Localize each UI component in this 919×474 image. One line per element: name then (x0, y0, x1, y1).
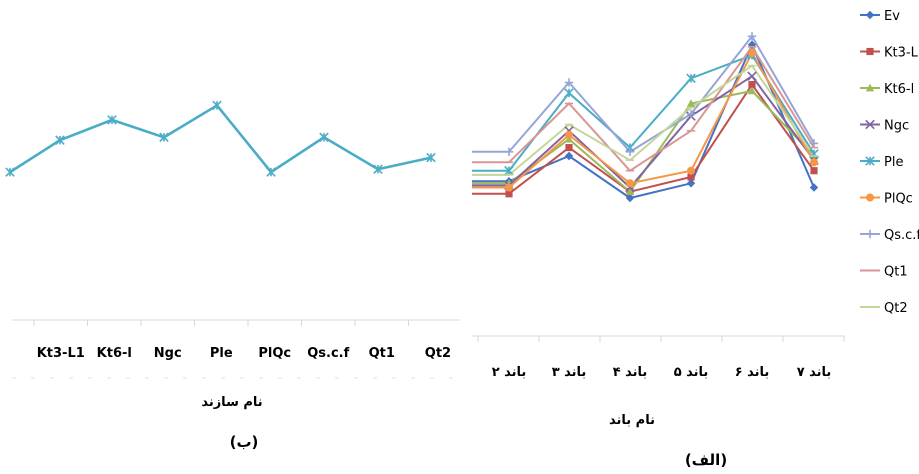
legend-entry: Ngc (884, 119, 909, 134)
chart-a-legend: Ev Kt3-L1 Kt6-l Ngc Ple PlQc Qs.c.f Qt1 Qt2 (860, 9, 919, 316)
legend-entry: Ple (884, 155, 903, 170)
chart-b-x-tick-label: Kt6-l (97, 346, 132, 361)
chart-b-data-point (319, 132, 329, 143)
chart-a-data-point (809, 139, 819, 148)
chart-a: باند ۲ باند ۳ باند ۴ باند ۵ باند ۶ باند ۷ نام… (472, 9, 919, 469)
chart-b-x-tick-label: PlQc (258, 346, 291, 361)
legend-marker (865, 10, 875, 20)
chart-a-data-point (504, 165, 514, 176)
legend-marker (865, 83, 875, 92)
chart-a-data-point (564, 151, 574, 161)
chart-b-series-line (9, 103, 432, 174)
chart-a-x-axis-title: نام باند (609, 413, 655, 428)
chart-a-data-point (625, 147, 635, 156)
chart-b-data-point (426, 152, 436, 163)
legend-entry: Qs.c.f (884, 228, 919, 243)
chart-b-x-tick-label: Ngc (154, 346, 182, 361)
chart-b-data-point (212, 100, 222, 111)
chart-a-data-point (565, 131, 573, 139)
chart-b-x-tick-label: Qs.c.f (307, 346, 349, 361)
chart-a-data-point (810, 158, 818, 167)
chart-a-data-point (748, 49, 756, 58)
chart-a-data-point (810, 167, 818, 175)
chart-b-data-point (107, 115, 117, 125)
chart-a-x-tick-label: باند ۳ (552, 365, 587, 380)
chart-a-data-point (686, 109, 696, 119)
panel-label-a: (الف) (685, 451, 727, 469)
chart-a-x-tick-label: باند ۲ (492, 365, 527, 380)
chart-a-data-point (686, 179, 696, 188)
chart-a-x-tick-label: باند ۴ (613, 365, 648, 380)
chart-b-x-tick-label: Qt1 (369, 346, 395, 361)
legend-entry: Ev (884, 9, 900, 24)
chart-a-data-point (505, 183, 513, 192)
chart-b-data-point (55, 135, 65, 145)
chart-a-data-point (625, 193, 635, 203)
chart-a-data-point (747, 71, 757, 81)
legend-entry: Qt1 (884, 265, 908, 280)
chart-a-x-tick-label: باند ۶ (735, 365, 770, 380)
legend-marker (865, 119, 875, 130)
chart-a-data-point (564, 78, 574, 87)
chart-b-x-axis-title: نام سازند (201, 395, 262, 410)
chart-a-data-point (809, 183, 819, 192)
legend-entry: Qt2 (884, 301, 908, 316)
legend-marker (866, 47, 874, 56)
chart-a-data-point (747, 32, 757, 41)
chart-a-data-point (504, 147, 514, 156)
chart-b-data-point (159, 132, 169, 143)
chart-a-data-point (625, 187, 635, 196)
legend-entry: Kt3-L1 (884, 46, 919, 61)
chart-a-data-point (505, 190, 513, 198)
chart-b-data-point (266, 167, 276, 177)
chart-a-data-point (626, 179, 634, 188)
chart-a-data-point (687, 166, 695, 175)
chart-b-x-tick-label: Qt2 (425, 346, 451, 361)
chart-a-data-point (686, 99, 696, 107)
chart-b-x-tick-label: Ple (210, 346, 233, 361)
chart-a-x-tick-label: باند ۵ (674, 365, 709, 380)
chart-b: Kt3-L1 Kt6-l Ngc Ple PlQc Qs.c.f Qt1 Qt2 نام سا… (5, 100, 460, 451)
chart-b-data-point (5, 167, 15, 177)
chart-a-series-line (472, 51, 815, 189)
legend-marker (866, 193, 874, 202)
chart-b-x-tick-label: Kt3-L1 (37, 346, 85, 361)
chart-b-data-point (373, 164, 383, 174)
chart-a-data-point (747, 86, 757, 95)
chart-a-data-point (748, 81, 756, 89)
chart-a-x-tick-label: باند ۷ (797, 365, 832, 380)
legend-entry: Kt6-l (884, 82, 914, 97)
chart-a-series-line (472, 64, 815, 176)
legend-entry: PlQc (884, 192, 913, 207)
chart-a-series-line (472, 34, 815, 154)
chart-a-data-point (564, 88, 574, 98)
chart-a-data-point (565, 144, 573, 152)
chart-a-data-point (687, 173, 695, 181)
legend-marker (865, 229, 875, 239)
chart-a-data-point (686, 73, 696, 84)
chart-a-series-line (472, 89, 815, 194)
panel-label-b: (ب) (230, 433, 259, 451)
legend-marker (865, 156, 875, 166)
